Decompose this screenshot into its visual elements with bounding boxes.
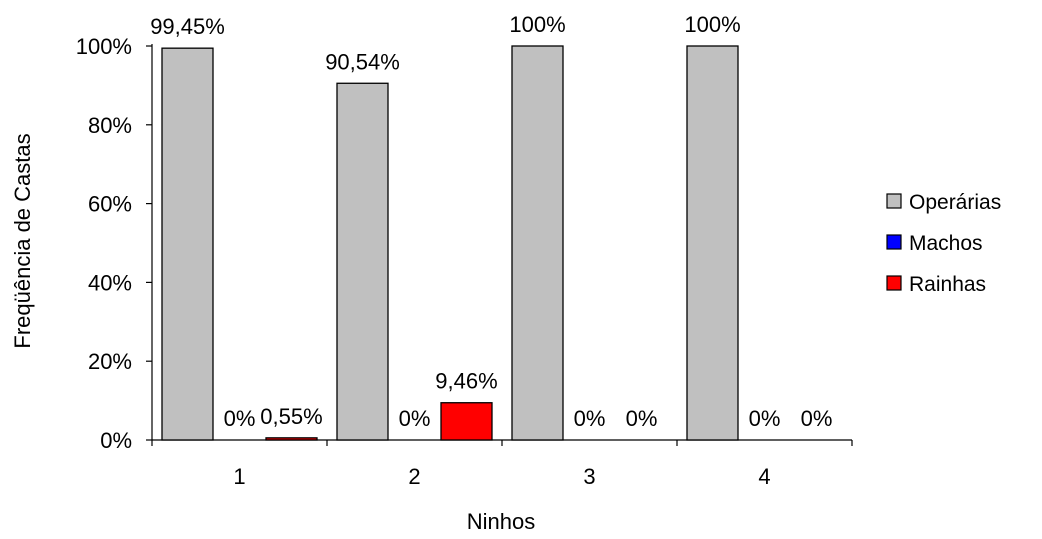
y-tick-label: 40% — [88, 270, 132, 295]
y-tick-label: 60% — [88, 192, 132, 217]
y-tick-label: 0% — [100, 428, 132, 453]
data-label: 0% — [224, 406, 256, 431]
y-axis: 0% 20% 40% 60% 80% 100% — [76, 34, 153, 453]
data-label: 100% — [509, 12, 565, 37]
data-label: 0% — [399, 406, 431, 431]
y-tick-label: 100% — [76, 34, 132, 59]
y-tick-label: 20% — [88, 349, 132, 374]
bars — [161, 45, 739, 441]
legend-swatch — [886, 275, 902, 291]
bar-operrias-3 — [511, 45, 564, 441]
legend-swatch — [886, 234, 902, 250]
bar-rainhas-1 — [265, 437, 318, 441]
data-label: 9,46% — [435, 369, 497, 394]
x-axis: 1 2 3 4 — [151, 439, 853, 489]
data-label: 0% — [626, 406, 658, 431]
data-label: 0% — [801, 406, 833, 431]
y-axis-title: Freqüência de Castas — [10, 133, 35, 348]
y-tick-label: 80% — [88, 113, 132, 138]
data-label: 0% — [749, 406, 781, 431]
data-label: 100% — [684, 12, 740, 37]
x-tick-label: 3 — [583, 464, 595, 489]
legend-label: Rainhas — [909, 273, 986, 296]
x-tick-label: 4 — [758, 464, 770, 489]
bar-operrias-4 — [686, 45, 739, 441]
legend: Operárias Machos Rainhas — [886, 191, 1001, 296]
legend-label: Operárias — [909, 191, 1001, 214]
x-tick-label: 2 — [408, 464, 420, 489]
data-label: 99,45% — [150, 14, 225, 39]
data-label: 90,54% — [325, 49, 400, 74]
data-label: 0,55% — [260, 404, 322, 429]
legend-swatch — [886, 193, 902, 209]
bar-operrias-2 — [336, 82, 389, 441]
x-tick-label: 1 — [233, 464, 245, 489]
legend-label: Machos — [909, 232, 983, 255]
data-label: 0% — [574, 406, 606, 431]
data-labels: 99,45%0% 0,55%90,54%0%9,46%100%0% 0%100%0%… — [150, 12, 832, 431]
bar-rainhas-2 — [440, 402, 493, 441]
x-axis-title: Ninhos — [467, 509, 535, 534]
bar-operrias-1 — [161, 47, 214, 441]
